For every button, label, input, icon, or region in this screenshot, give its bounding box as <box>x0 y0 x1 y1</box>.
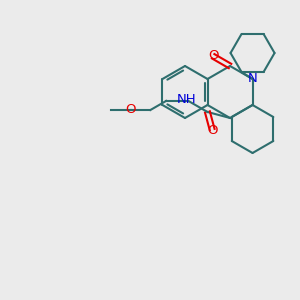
Text: O: O <box>207 124 217 137</box>
Text: N: N <box>248 73 257 85</box>
Text: O: O <box>126 103 136 116</box>
Text: NH: NH <box>176 93 196 106</box>
Text: O: O <box>208 49 218 62</box>
